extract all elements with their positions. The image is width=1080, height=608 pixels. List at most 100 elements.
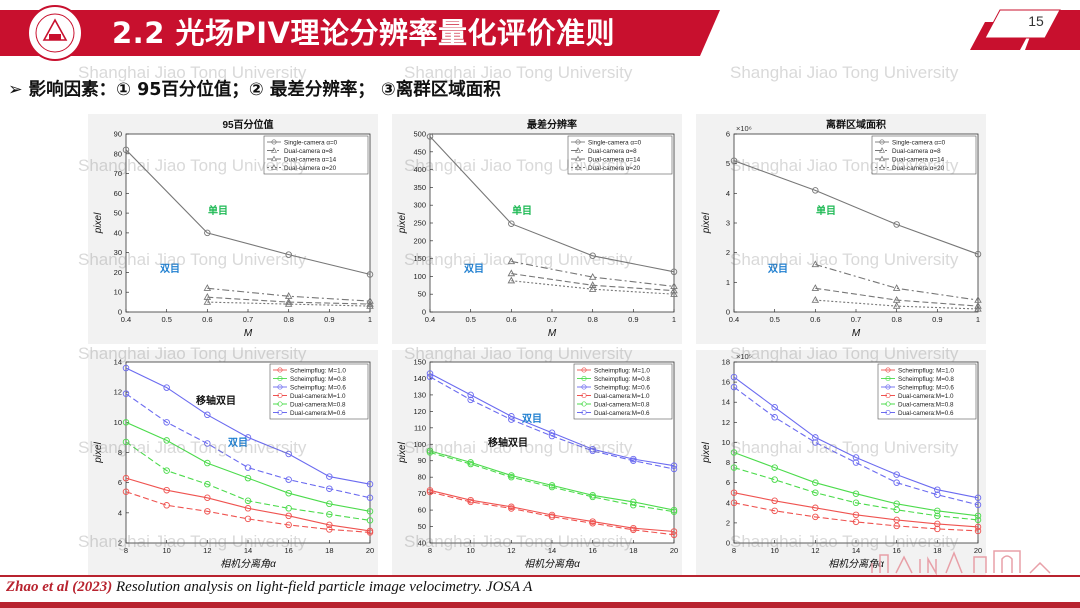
y-tick-label: 60 xyxy=(418,506,426,515)
series-line xyxy=(733,160,979,255)
x-tick-label: 10 xyxy=(770,546,778,555)
data-point xyxy=(507,257,516,265)
y-tick-label: 2 xyxy=(726,518,730,527)
x-tick-label: 20 xyxy=(366,546,374,555)
y-tick-label: 0 xyxy=(726,308,730,317)
legend-entry: Dual-camera:M=0.8 xyxy=(594,401,650,408)
data-point xyxy=(974,527,982,535)
x-tick-label: 0.5 xyxy=(465,315,475,324)
legend-marker xyxy=(575,155,581,162)
y-tick-label: 150 xyxy=(413,358,426,367)
chart-scheimpflug-95th-percentile: 8 10 12 14 16 18 20 2 4 6 8 10 12 14 相机分离角α pixel Scheim… xyxy=(88,350,378,575)
x-tick-label: 0.4 xyxy=(729,315,739,324)
data-point xyxy=(163,486,170,494)
x-tick-label: 14 xyxy=(548,546,556,555)
legend-marker xyxy=(885,392,891,399)
data-point xyxy=(589,252,596,260)
series-line xyxy=(125,421,371,512)
data-point xyxy=(204,229,211,237)
footer-bar xyxy=(0,602,1080,608)
citation: Zhao et al (2023) Resolution analysis on… xyxy=(6,579,532,596)
data-point xyxy=(285,251,292,258)
y-tick-label: 4 xyxy=(726,189,730,198)
x-axis-label: 相机分离角α xyxy=(828,558,884,570)
data-point xyxy=(122,438,130,446)
data-point xyxy=(812,187,819,194)
data-point xyxy=(467,460,474,468)
y-tick-label: 14 xyxy=(722,398,730,407)
data-point xyxy=(122,488,130,495)
y-tick-label: 50 xyxy=(114,209,122,218)
data-point xyxy=(508,505,515,512)
y-tick-label: 140 xyxy=(413,374,426,383)
data-point xyxy=(934,512,941,520)
y-tick-label: 6 xyxy=(118,478,122,487)
series-line xyxy=(815,263,979,301)
y-tick-label: 60 xyxy=(114,189,122,198)
data-point xyxy=(811,296,820,303)
y-tick-label: 3 xyxy=(726,219,730,228)
data-point xyxy=(122,474,130,482)
data-point xyxy=(589,447,596,455)
x-tick-label: 18 xyxy=(629,546,637,555)
data-point xyxy=(244,434,252,441)
legend-marker xyxy=(885,384,891,390)
legend-marker xyxy=(581,367,587,373)
data-point xyxy=(893,506,900,514)
data-point xyxy=(934,520,941,528)
x-tick-label: 18 xyxy=(325,546,333,555)
series-line xyxy=(429,450,675,511)
data-point xyxy=(467,396,474,404)
legend-entry: Scheimpflug: M=0.6 xyxy=(594,384,650,391)
data-point xyxy=(670,290,678,297)
legend-marker xyxy=(277,401,283,407)
chart-annotation: 单目 xyxy=(816,204,836,217)
data-point xyxy=(366,494,374,501)
data-point xyxy=(366,299,374,307)
legend-box xyxy=(573,363,673,420)
y-tick-label: 400 xyxy=(413,165,426,174)
data-point xyxy=(974,523,982,531)
data-point xyxy=(366,508,374,515)
data-point xyxy=(811,284,820,291)
y-tick-label: 100 xyxy=(413,272,426,281)
data-point xyxy=(670,268,678,276)
y-axis-label: pixel xyxy=(93,441,104,463)
data-point xyxy=(204,440,211,447)
legend-entry: Scheimpflug: M=1.0 xyxy=(290,367,346,374)
data-point xyxy=(366,517,374,524)
legend-box xyxy=(263,135,369,175)
legend-marker xyxy=(277,367,283,373)
series-line xyxy=(815,299,979,310)
data-point xyxy=(426,370,434,377)
data-point xyxy=(326,473,333,480)
legend-box xyxy=(877,363,977,420)
data-point xyxy=(852,454,860,461)
series-line xyxy=(733,467,979,521)
y-tick-label: 120 xyxy=(413,407,426,416)
y-tick-label: 70 xyxy=(114,169,122,178)
legend-marker xyxy=(879,147,885,153)
x-tick-label: 0.5 xyxy=(769,315,779,324)
data-point xyxy=(771,507,778,515)
y-tick-label: 6 xyxy=(726,130,730,139)
chart-title: 95百分位值 xyxy=(222,118,273,131)
data-point xyxy=(589,493,596,501)
data-point xyxy=(244,497,252,505)
x-tick-label: 0.8 xyxy=(587,315,597,324)
x-tick-label: 16 xyxy=(892,546,900,555)
chart-annotation: 移轴双目 xyxy=(196,394,236,407)
y-tick-label: 200 xyxy=(413,236,426,245)
data-point xyxy=(426,133,434,140)
data-point xyxy=(588,281,597,288)
y-tick-label: 350 xyxy=(413,183,426,192)
y-tick-label: 80 xyxy=(114,149,122,158)
x-tick-label: 0.4 xyxy=(121,315,131,324)
data-point xyxy=(852,518,860,526)
data-point xyxy=(244,505,252,512)
legend-entry: Dual-camera α=20 xyxy=(588,165,641,172)
y-tick-label: 130 xyxy=(413,390,426,399)
chart-title: 离群区域面积 xyxy=(826,118,886,131)
legend-marker xyxy=(575,147,581,153)
legend-entry: Dual-camera α=8 xyxy=(892,148,941,155)
